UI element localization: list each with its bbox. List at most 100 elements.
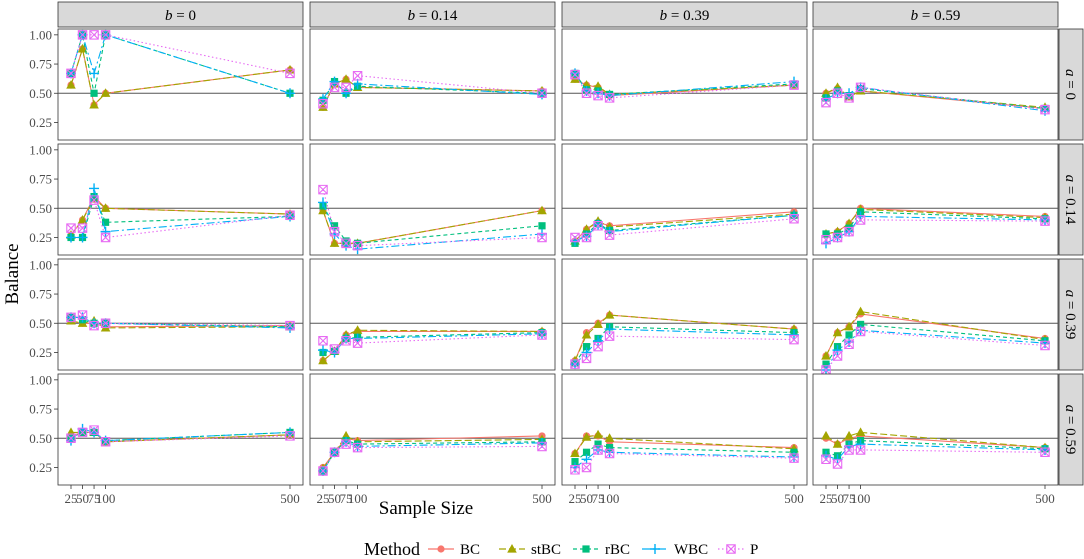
legend-key-marker	[726, 544, 736, 554]
row-strip-label: a = 0.59	[1062, 405, 1078, 455]
x-tick-label: 75	[843, 491, 856, 506]
legend-key-marker	[507, 544, 517, 553]
point-stBC	[832, 327, 843, 337]
point-stBC	[821, 430, 831, 440]
point-WBC	[604, 90, 615, 101]
point-WBC	[352, 78, 363, 89]
series-line-rBC	[574, 326, 795, 364]
point-WBC	[855, 439, 866, 450]
point-P	[77, 310, 88, 320]
point-P	[844, 226, 854, 237]
x-tick-label: 50	[580, 491, 593, 506]
point-P	[285, 68, 295, 79]
panel-border	[561, 28, 808, 141]
col-strip-value: = 0.14	[415, 8, 458, 24]
point-WBC	[77, 232, 88, 243]
point-stBC	[318, 355, 328, 365]
point-P	[581, 353, 592, 364]
col-strip-label: b = 0	[165, 8, 196, 24]
facet-panel	[812, 258, 1059, 375]
point-P	[832, 88, 843, 99]
point-WBC	[593, 335, 604, 346]
point-P	[570, 232, 580, 243]
y-tick-label: 0.50	[29, 86, 52, 101]
point-stBC	[855, 306, 866, 316]
legend-key-marker	[437, 545, 445, 553]
point-P	[581, 88, 592, 99]
facet-panel	[812, 28, 1059, 141]
col-strip-label: b = 0.14	[408, 8, 458, 24]
point-P	[581, 462, 592, 473]
x-axis-title: Sample Size	[379, 498, 473, 519]
point-P	[66, 433, 76, 444]
x-tick-label: 25	[820, 491, 833, 506]
point-P	[855, 445, 866, 455]
point-rBC	[856, 320, 865, 329]
point-P	[89, 425, 99, 435]
point-P	[593, 90, 603, 101]
panel-border	[812, 143, 1059, 256]
point-P	[285, 320, 295, 331]
point-WBC	[89, 68, 100, 79]
x-tick-label: 100	[600, 491, 620, 506]
point-WBC	[100, 226, 111, 237]
facet-panel	[57, 28, 304, 141]
x-tick-label: 100	[851, 491, 871, 506]
point-P	[855, 82, 866, 93]
point-P	[285, 210, 295, 221]
point-stBC	[89, 99, 99, 109]
x-tick-label: 75	[592, 491, 605, 506]
x-tick-label: 100	[348, 491, 368, 506]
point-stBC	[352, 325, 363, 334]
point-stBC	[66, 80, 76, 89]
row-strip-label: a = 0	[1062, 69, 1078, 100]
facet-panel	[561, 373, 808, 486]
point-stBC	[100, 203, 111, 212]
point-WBC	[1040, 444, 1050, 455]
x-tick-label: 25	[569, 491, 582, 506]
point-P	[1040, 340, 1050, 351]
point-rBC	[822, 360, 830, 368]
point-P	[77, 30, 88, 40]
point-WBC	[341, 436, 352, 447]
row-strip	[1058, 28, 1084, 141]
facet-panel	[57, 143, 304, 256]
point-rBC	[582, 448, 591, 456]
point-stBC	[832, 439, 843, 448]
facet-panel	[561, 258, 808, 371]
point-P	[855, 326, 866, 337]
y-tick-label: 0.75	[29, 57, 52, 72]
y-tick-label: 0.25	[29, 115, 52, 130]
point-P	[89, 320, 99, 331]
point-WBC	[77, 312, 88, 323]
legend-label: stBC	[531, 542, 561, 558]
series-line-P	[575, 218, 795, 239]
panel-border	[309, 373, 556, 486]
point-P	[285, 431, 295, 441]
point-rBC	[845, 331, 853, 339]
point-P	[1040, 216, 1050, 226]
row-strip-label: a = 0.39	[1062, 290, 1078, 340]
col-strip-var: b	[408, 8, 416, 24]
point-WBC	[329, 228, 340, 239]
point-stBC	[844, 321, 854, 331]
x-tick-label: 500	[784, 491, 804, 506]
point-WBC	[341, 333, 352, 344]
x-tick-label: 25	[317, 491, 330, 506]
col-strip-value: = 0.39	[667, 8, 709, 24]
point-P	[570, 465, 580, 475]
point-stBC	[844, 430, 854, 440]
point-stBC	[570, 448, 580, 458]
legend-title: Method	[364, 539, 420, 559]
legend-label: WBC	[674, 542, 708, 558]
point-stBC	[593, 319, 603, 329]
point-P	[593, 445, 603, 455]
point-P	[77, 427, 88, 438]
point-P	[832, 232, 843, 243]
point-rBC	[538, 222, 546, 230]
point-stBC	[855, 427, 866, 437]
row-strip-var: a	[1062, 290, 1078, 298]
legend-label: rBC	[605, 542, 630, 558]
col-strip-label: b = 0.39	[660, 8, 710, 24]
